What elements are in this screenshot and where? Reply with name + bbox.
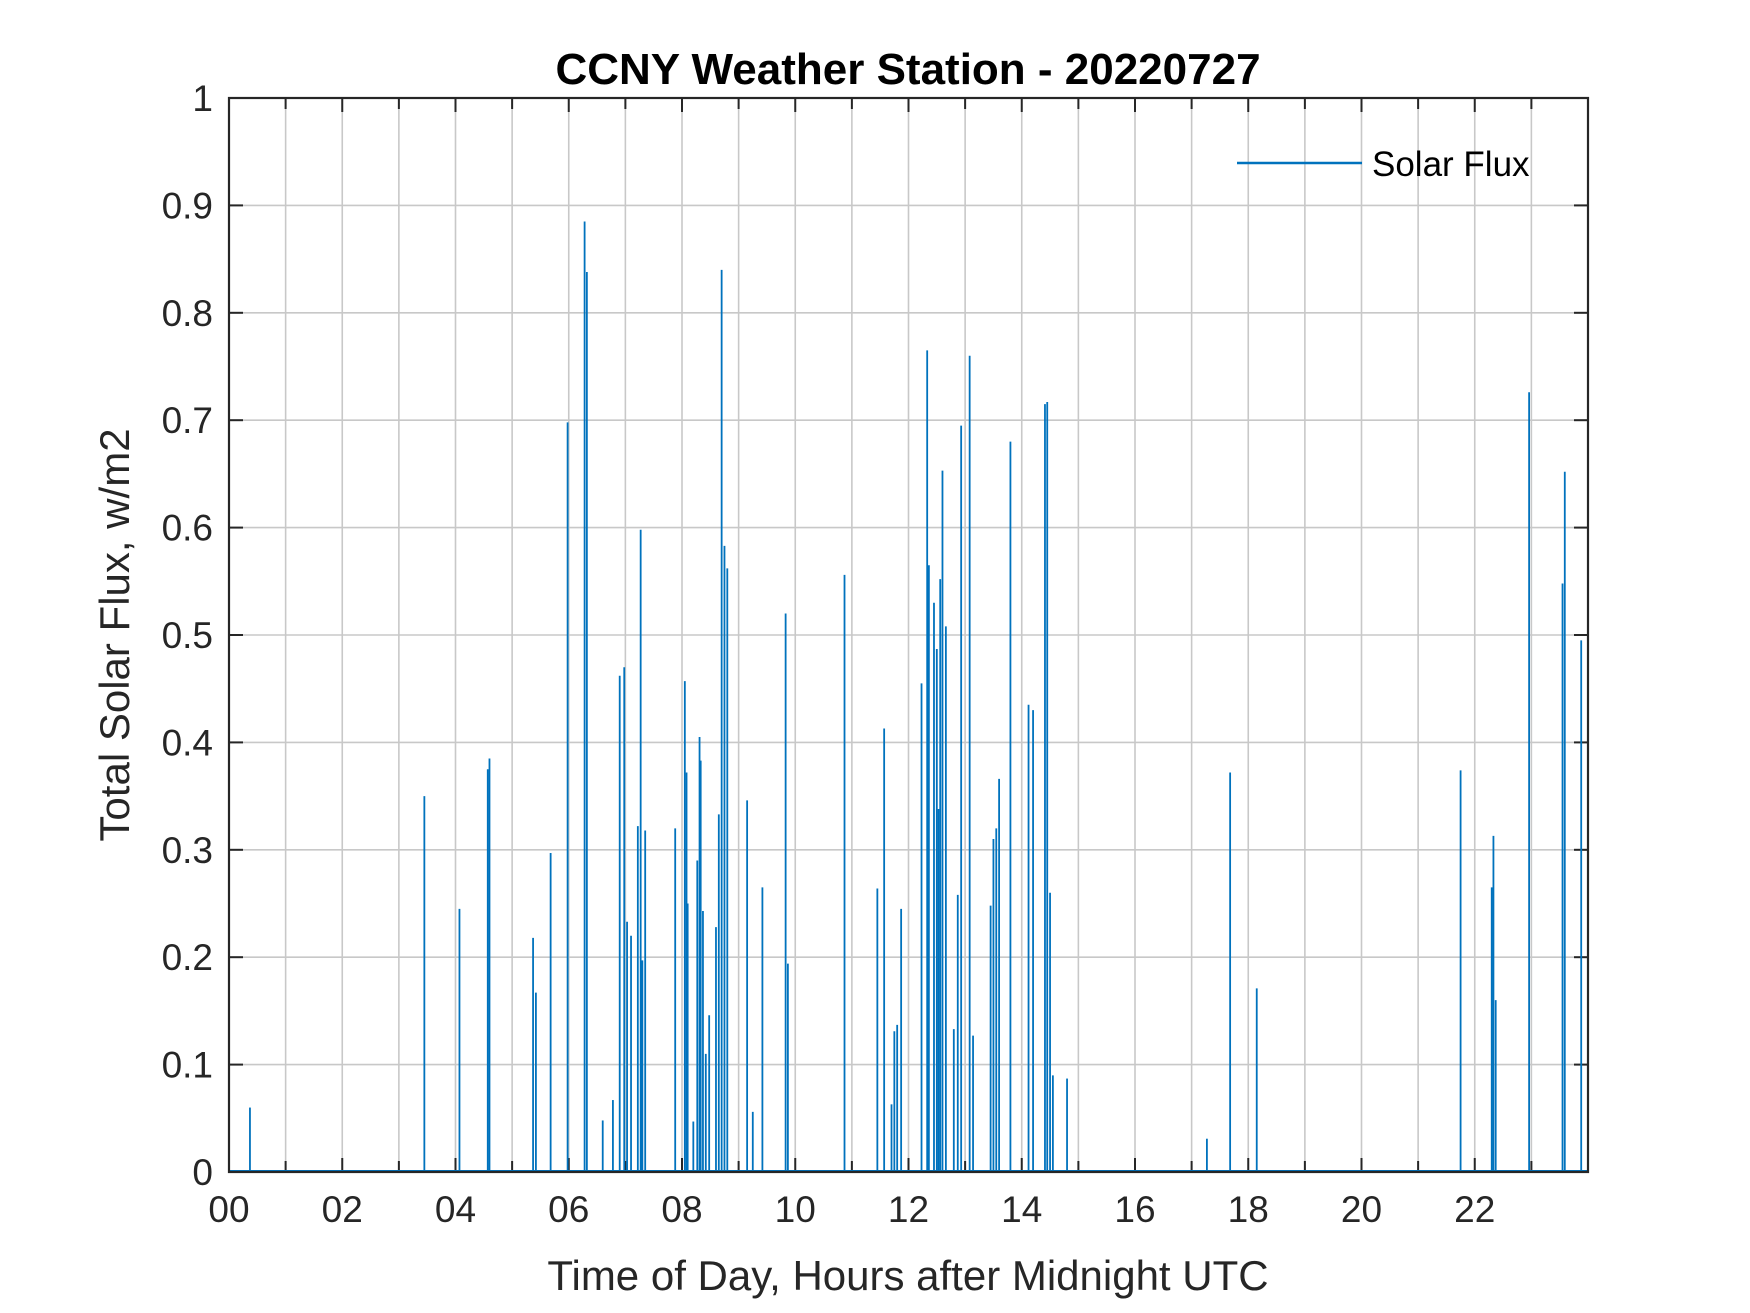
x-tick-label: 10 (775, 1189, 816, 1230)
y-tick-label: 1 (192, 78, 213, 119)
y-tick-label: 0.9 (162, 185, 213, 226)
y-tick-label: 0.8 (162, 293, 213, 334)
y-tick-label: 0.2 (162, 937, 213, 978)
y-tick-label: 0 (192, 1152, 213, 1193)
x-tick-label: 20 (1341, 1189, 1382, 1230)
y-tick-label: 0.6 (162, 508, 213, 549)
y-tick-label: 0.4 (162, 722, 213, 763)
x-tick-label: 04 (435, 1189, 476, 1230)
x-tick-label: 22 (1454, 1189, 1495, 1230)
x-tick-label: 08 (661, 1189, 702, 1230)
y-axis-tick-labels: 0 0.1 0.2 0.3 0.4 0.5 0.6 0.7 0.8 0.9 1 (162, 78, 213, 1193)
y-tick-label: 0.3 (162, 830, 213, 871)
y-tick-label: 0.7 (162, 400, 213, 441)
plot-area-frame (227, 96, 1590, 1174)
y-axis-label: Total Solar Flux, w/m2 (91, 428, 138, 841)
x-tick-label: 02 (322, 1189, 363, 1230)
y-tick-label: 0.5 (162, 615, 213, 656)
x-tick-label: 16 (1114, 1189, 1155, 1230)
x-tick-label: 14 (1001, 1189, 1042, 1230)
x-tick-label: 12 (888, 1189, 929, 1230)
x-tick-label: 00 (208, 1189, 249, 1230)
chart-title: CCNY Weather Station - 20220727 (555, 45, 1260, 94)
x-tick-label: 06 (548, 1189, 589, 1230)
legend: Solar Flux (1237, 145, 1530, 184)
solar-flux-series (229, 221, 1588, 1172)
x-tick-label: 18 (1228, 1189, 1269, 1230)
y-tick-label: 0.1 (162, 1045, 213, 1086)
grid-lines (229, 98, 1588, 1172)
x-axis-label: Time of Day, Hours after Midnight UTC (547, 1252, 1268, 1299)
x-axis-tick-labels: 00 02 04 06 08 10 12 14 16 18 20 22 (208, 1189, 1495, 1230)
legend-label-solar-flux: Solar Flux (1372, 145, 1530, 184)
